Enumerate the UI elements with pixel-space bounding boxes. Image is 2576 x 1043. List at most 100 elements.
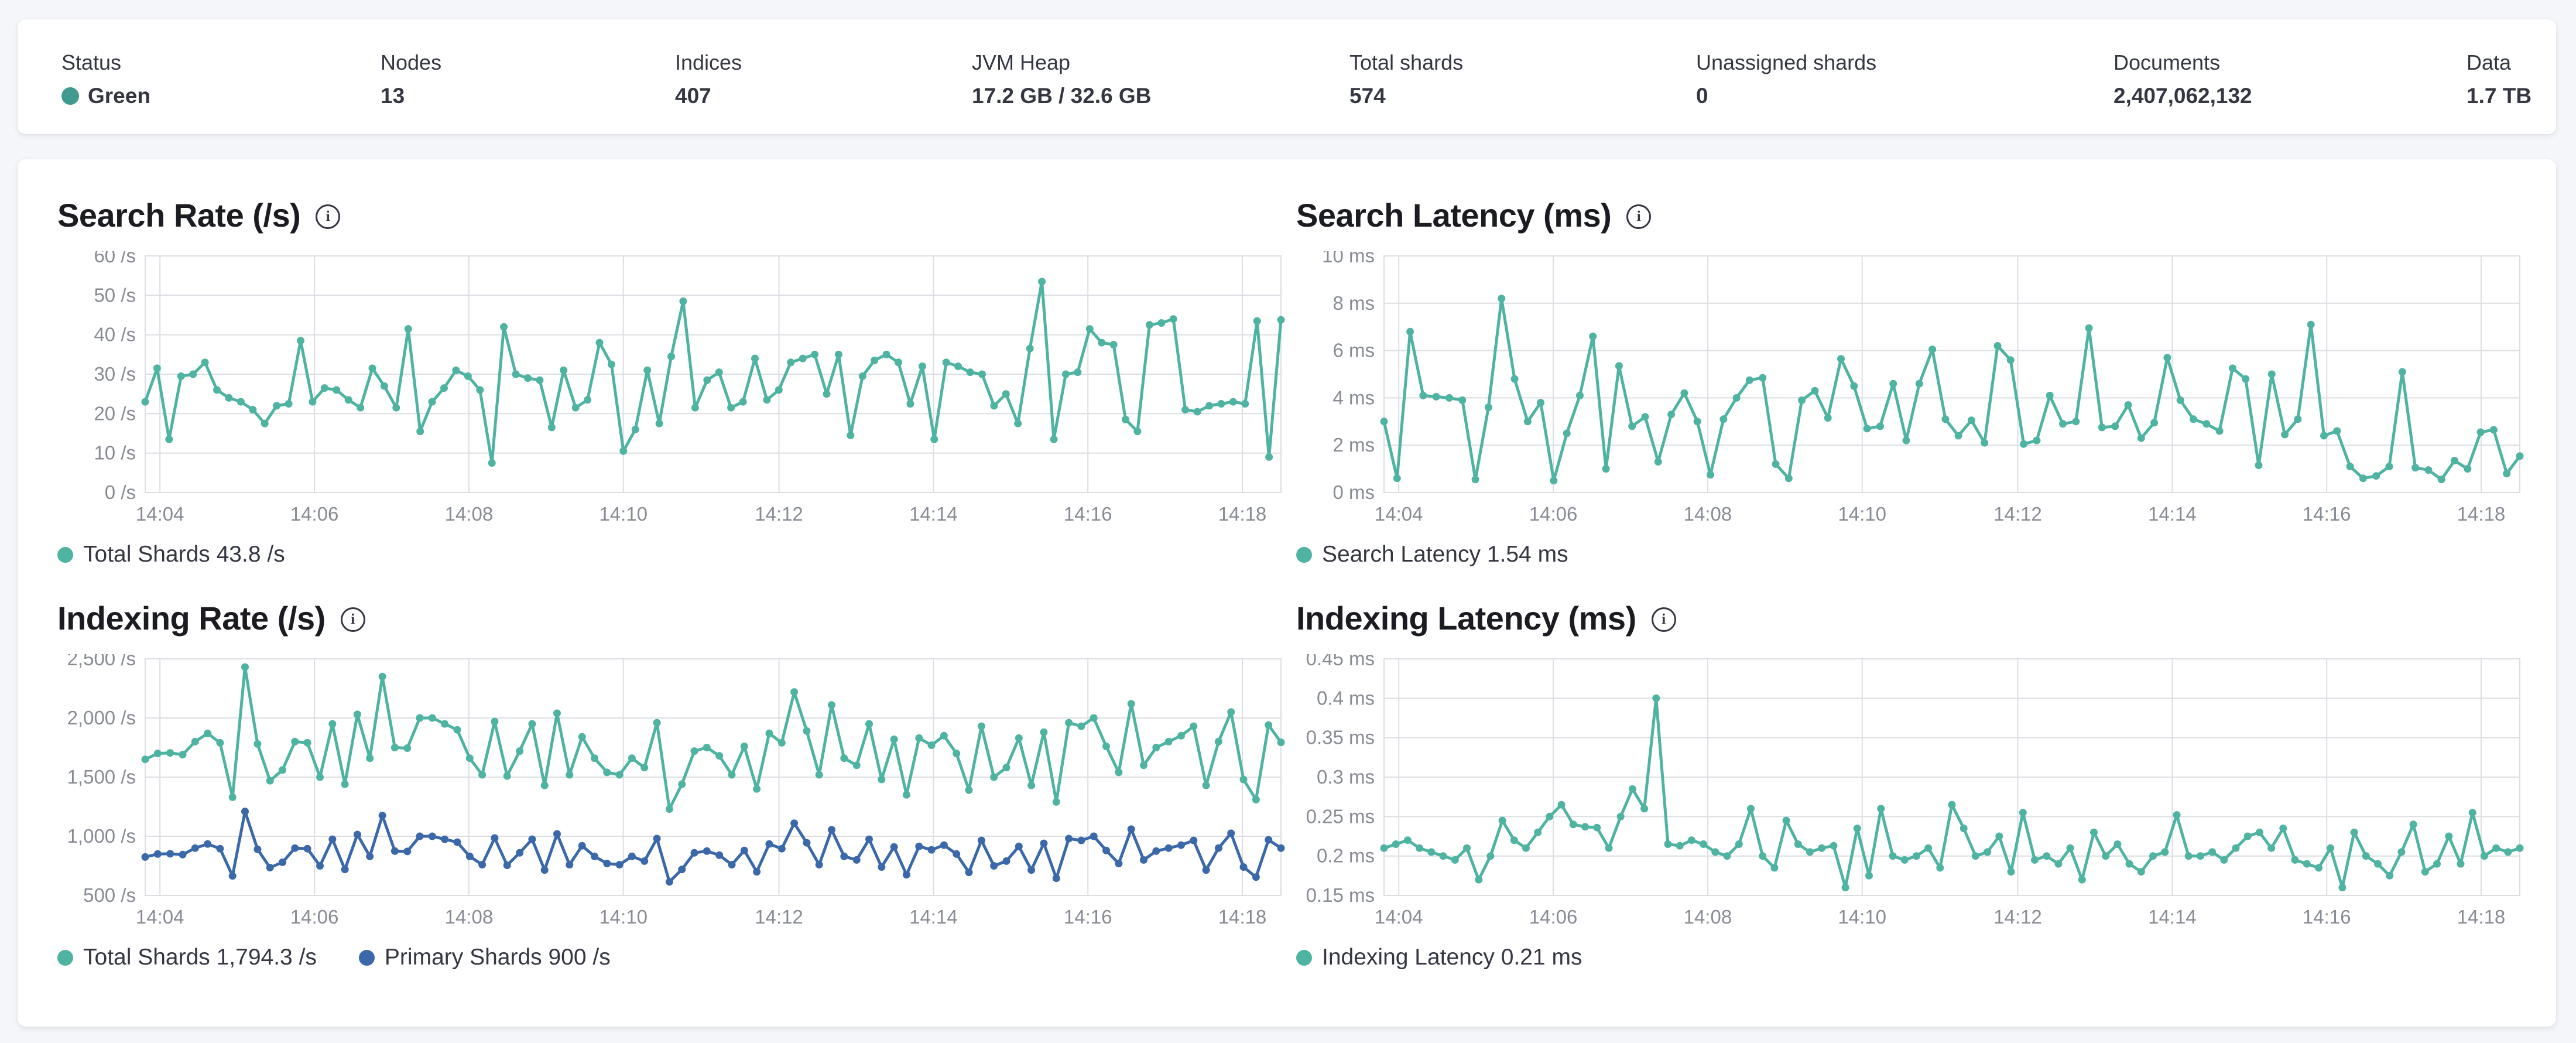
legend-item-indexing-latency[interactable]: Indexing Latency 0.21 ms [1296,945,1582,970]
indexing-rate-legend: Total Shards 1,794.3 /s Primary Shards 9… [57,941,1294,974]
indexing-rate-chart-section: Indexing Rate (/s) i 500 /s 1,000 /s 1,500… [57,597,1294,974]
legend-item-total-shards[interactable]: Total Shards 1,794.3 /s [57,945,317,970]
search-latency-chart-section: Search Latency (ms) i 0 ms 2 ms 4 ms 6 ms 8 … [1296,194,2533,571]
stat-documents-label: Documents [2113,50,2221,74]
info-icon[interactable]: i [1626,204,1652,229]
stat-total-shards: Total shards 574 [1349,50,1463,110]
svg-text:0.45 ms: 0.45 ms [1306,654,1375,669]
svg-text:14:10: 14:10 [599,503,648,525]
svg-text:14:18: 14:18 [1218,906,1267,928]
svg-text:14:16: 14:16 [1064,503,1112,525]
stat-indices-label: Indices [675,50,742,74]
svg-text:14:12: 14:12 [755,503,803,525]
svg-text:14:14: 14:14 [909,906,958,928]
indexing-latency-title: Indexing Latency (ms) [1296,599,1636,637]
search-latency-title: Search Latency (ms) [1296,196,1612,234]
svg-text:0 ms: 0 ms [1332,481,1375,503]
svg-text:14:12: 14:12 [1993,906,2042,928]
legend-label: Indexing Latency 0.21 ms [1322,945,1582,970]
svg-text:14:16: 14:16 [2303,906,2351,928]
indexing-latency-chart-section: Indexing Latency (ms) i 0.15 ms 0.2 ms 0.2… [1296,597,2533,974]
svg-text:14:18: 14:18 [1218,503,1267,525]
search-latency-chart[interactable]: 0 ms 2 ms 4 ms 6 ms 8 ms 10 ms 14:04 14:06 14:08… [1296,251,2529,532]
indexing-rate-title: Indexing Rate (/s) [57,599,326,637]
legend-dot-icon [1296,546,1312,563]
legend-item-total-shards[interactable]: Total Shards 43.8 /s [57,542,285,567]
stat-status-label: Status [61,50,122,74]
search-latency-legend: Search Latency 1.54 ms [1296,538,2533,571]
svg-text:0.4 ms: 0.4 ms [1317,687,1375,709]
stat-documents: Documents 2,407,062,132 [2113,50,2252,110]
svg-text:10 /s: 10 /s [94,442,136,464]
svg-text:50 /s: 50 /s [94,284,136,306]
indexing-latency-chart[interactable]: 0.15 ms 0.2 ms 0.25 ms 0.3 ms 0.35 ms 0.4 ms 0… [1296,654,2529,935]
svg-text:0 /s: 0 /s [105,481,136,503]
legend-item-search-latency[interactable]: Search Latency 1.54 ms [1296,542,1568,567]
svg-text:14:08: 14:08 [1684,906,1732,928]
svg-text:14:04: 14:04 [1375,503,1423,525]
stat-total-shards-label: Total shards [1349,50,1464,74]
info-icon[interactable]: i [316,204,341,229]
svg-text:40 /s: 40 /s [94,324,136,346]
svg-text:14:10: 14:10 [599,906,648,928]
svg-text:14:08: 14:08 [1684,503,1732,525]
svg-text:14:06: 14:06 [290,503,339,525]
indexing-rate-chart[interactable]: 500 /s 1,000 /s 1,500 /s 2,000 /s 2,500 /s 14… [57,654,1290,935]
svg-text:14:08: 14:08 [445,906,494,928]
svg-text:500 /s: 500 /s [83,884,136,906]
svg-text:4 ms: 4 ms [1332,387,1375,408]
legend-dot-icon [358,949,375,966]
health-status-dot-icon [61,87,79,105]
stat-total-shards-value: 574 [1349,84,1386,108]
svg-text:0.15 ms: 0.15 ms [1306,884,1375,906]
stat-unassigned-shards-label: Unassigned shards [1696,50,1877,74]
stat-data-value: 1.7 TB [2467,84,2532,108]
stat-documents-value: 2,407,062,132 [2113,84,2252,108]
svg-text:60 /s: 60 /s [94,251,136,266]
svg-text:6 ms: 6 ms [1332,340,1375,361]
stat-unassigned-shards: Unassigned shards 0 [1696,50,1876,110]
stat-status-value-text: Green [88,84,150,108]
info-icon[interactable]: i [1651,607,1676,632]
svg-text:14:18: 14:18 [2457,503,2506,525]
cluster-charts-panel: Search Rate (/s) i 0 /s 10 /s 20 /s 30 /s 40… [18,159,2556,1027]
search-rate-chart-section: Search Rate (/s) i 0 /s 10 /s 20 /s 30 /s 40… [57,194,1294,571]
svg-text:1,000 /s: 1,000 /s [67,825,136,847]
svg-text:14:06: 14:06 [1529,906,1578,928]
svg-text:14:18: 14:18 [2457,906,2506,928]
stat-status: Status Green [61,50,150,110]
svg-text:14:16: 14:16 [2303,503,2351,525]
legend-dot-icon [1296,949,1312,966]
stat-jvm-heap-value: 17.2 GB / 32.6 GB [972,84,1152,108]
legend-label: Primary Shards 900 /s [384,945,611,970]
svg-text:14:14: 14:14 [909,503,958,525]
svg-text:2 ms: 2 ms [1332,434,1375,456]
svg-text:0.25 ms: 0.25 ms [1306,805,1375,827]
search-rate-chart[interactable]: 0 /s 10 /s 20 /s 30 /s 40 /s 50 /s 60 /s 14:04 1… [57,251,1290,532]
svg-text:14:06: 14:06 [290,906,339,928]
stat-jvm-heap: JVM Heap 17.2 GB / 32.6 GB [972,50,1151,110]
svg-text:1,500 /s: 1,500 /s [67,766,136,788]
stat-data: Data 1.7 TB [2467,50,2532,110]
legend-label: Total Shards 1,794.3 /s [83,945,317,970]
svg-text:14:04: 14:04 [1375,906,1423,928]
svg-text:0.2 ms: 0.2 ms [1317,845,1375,867]
svg-text:14:04: 14:04 [136,503,184,525]
svg-text:14:16: 14:16 [1064,906,1112,928]
svg-text:14:06: 14:06 [1529,503,1578,525]
stat-indices: Indices 407 [675,50,742,110]
legend-item-primary-shards[interactable]: Primary Shards 900 /s [358,945,611,970]
svg-text:2,500 /s: 2,500 /s [67,654,136,669]
stat-status-value: Green [61,83,150,110]
svg-text:8 ms: 8 ms [1332,292,1375,314]
svg-text:14:12: 14:12 [755,906,803,928]
cluster-status-bar: Status Green Nodes 13 Indices 407 JVM He… [18,19,2556,134]
info-icon[interactable]: i [340,607,365,632]
svg-text:0.3 ms: 0.3 ms [1317,766,1375,788]
stat-indices-value: 407 [675,84,711,108]
indexing-latency-legend: Indexing Latency 0.21 ms [1296,941,2533,974]
svg-text:14:14: 14:14 [2148,906,2197,928]
svg-text:2,000 /s: 2,000 /s [67,707,136,729]
stat-nodes: Nodes 13 [381,50,441,110]
